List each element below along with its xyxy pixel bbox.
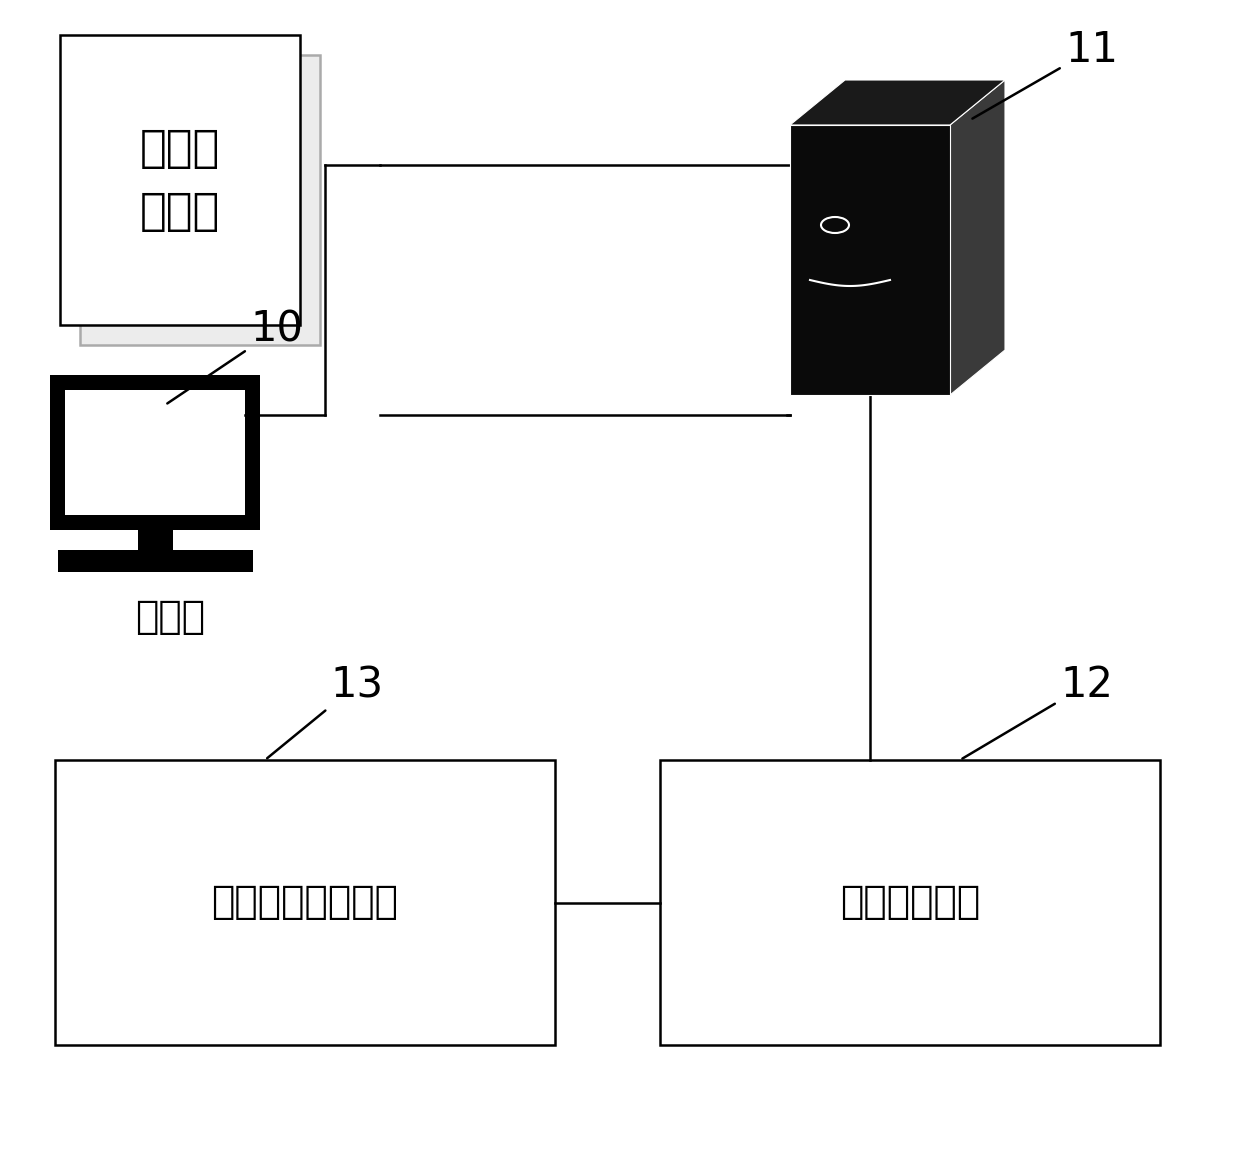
Polygon shape [790,125,950,395]
Bar [138,530,172,550]
Text: 文件流动管理系统: 文件流动管理系统 [212,884,398,922]
Bar [60,35,300,325]
Polygon shape [790,80,1004,125]
Text: 10: 10 [167,309,303,404]
Bar [55,760,556,1046]
Bar [64,390,246,515]
Polygon shape [950,80,1004,395]
Text: 数据交
互网页: 数据交 互网页 [140,127,221,233]
Bar [81,55,320,345]
Text: 客户端: 客户端 [135,598,205,636]
Text: 11: 11 [972,29,1118,119]
Bar [660,760,1159,1046]
Text: 13: 13 [267,664,383,758]
Text: 文件解析系统: 文件解析系统 [839,884,980,922]
Bar [50,375,260,530]
Bar [57,550,253,572]
Text: 12: 12 [962,664,1112,758]
